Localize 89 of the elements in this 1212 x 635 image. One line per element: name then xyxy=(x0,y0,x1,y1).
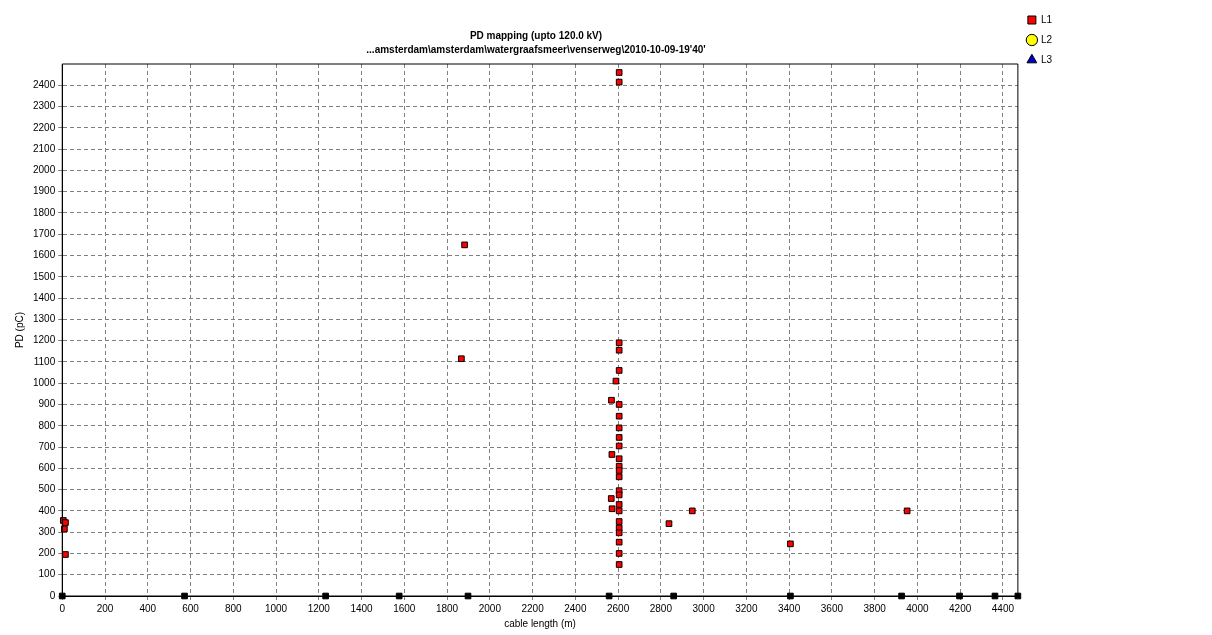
point xyxy=(615,412,623,420)
y-tick-label: 1000 xyxy=(33,376,56,388)
point xyxy=(615,339,623,347)
point xyxy=(615,467,623,474)
y-tick-label: 700 xyxy=(38,440,56,452)
point xyxy=(665,520,673,527)
y-tick-label: 1300 xyxy=(33,313,56,325)
x-tick-label: 3400 xyxy=(778,602,801,614)
point xyxy=(62,551,69,558)
y-tick-label: 0 xyxy=(49,589,56,601)
y-tick-label: 200 xyxy=(38,547,56,559)
point xyxy=(615,346,623,354)
point xyxy=(615,538,623,546)
x-tick-label: 2200 xyxy=(521,602,545,614)
y-tick-label: 100 xyxy=(38,568,56,580)
y-tick-label: 300 xyxy=(38,525,56,537)
x-tick-label: 800 xyxy=(224,602,243,614)
x-tick-label: 200 xyxy=(96,602,114,614)
point xyxy=(615,529,623,537)
x-tick-label: 1400 xyxy=(350,602,374,614)
y-axis-title: PD (pC) xyxy=(13,311,25,349)
y-tick-label: 2300 xyxy=(33,100,56,112)
x-tick-label: 3800 xyxy=(863,602,887,614)
point xyxy=(615,491,623,499)
x-tick-label: 1000 xyxy=(264,602,288,614)
point xyxy=(688,507,696,515)
point xyxy=(615,424,623,432)
x-tick-label: 2400 xyxy=(564,602,587,614)
y-tick-label: 600 xyxy=(38,462,56,474)
y-tick-label: 1600 xyxy=(33,249,56,261)
x-tick-label: 1800 xyxy=(435,602,459,614)
point xyxy=(458,355,465,363)
x-tick-label: 1600 xyxy=(393,602,416,614)
x-tick-label: 4400 xyxy=(991,602,1015,614)
y-tick-label: 800 xyxy=(38,419,56,431)
y-tick-label: 2100 xyxy=(33,142,56,154)
y-tick-label: 500 xyxy=(38,483,56,495)
x-tick-label: 1200 xyxy=(307,602,331,614)
point xyxy=(787,540,794,548)
x-tick-label: 2800 xyxy=(649,602,673,614)
y-tick-label: 1400 xyxy=(33,291,56,303)
y-tick-label: 1900 xyxy=(33,185,56,197)
x-tick-label: 400 xyxy=(139,602,157,614)
point xyxy=(612,377,620,385)
point xyxy=(608,396,615,404)
y-tick-label: 2000 xyxy=(33,164,56,176)
y-tick-label: 1200 xyxy=(33,334,56,346)
x-tick-label: 4200 xyxy=(949,602,972,614)
x-tick-label: 3600 xyxy=(820,602,844,614)
point xyxy=(615,550,623,557)
point xyxy=(615,69,623,76)
point xyxy=(615,561,623,568)
point xyxy=(608,451,616,458)
point xyxy=(615,501,623,508)
point xyxy=(615,442,623,450)
point xyxy=(615,367,623,374)
point xyxy=(615,518,623,525)
point xyxy=(615,78,623,86)
legend-label: L2 xyxy=(1040,33,1053,45)
x-tick-label: 2000 xyxy=(478,602,502,614)
y-tick-label: 1500 xyxy=(33,270,56,282)
point xyxy=(461,241,468,249)
point xyxy=(615,507,623,515)
chart-title: PD mapping (upto 120.0 kV) xyxy=(469,29,603,41)
x-tick-label: 4000 xyxy=(906,602,929,614)
y-tick-label: 400 xyxy=(38,504,56,516)
x-tick-label: 3000 xyxy=(692,602,716,614)
y-tick-label: 2200 xyxy=(33,121,56,133)
point xyxy=(615,455,623,463)
x-tick-label: 3200 xyxy=(735,602,758,614)
x-tick-label: 2600 xyxy=(606,602,630,614)
y-tick-label: 2400 xyxy=(33,79,56,91)
point xyxy=(615,401,623,408)
point xyxy=(607,495,615,502)
x-tick-label: 600 xyxy=(182,602,200,614)
chart-subtitle: ...amsterdam\amsterdam\watergraafsmeer\venserweg\2010-10-09-19'40' xyxy=(366,43,706,55)
y-tick-label: 900 xyxy=(38,398,56,410)
x-axis-title: cable length (m) xyxy=(504,617,576,629)
point xyxy=(615,434,623,441)
legend-label: L3 xyxy=(1040,53,1053,65)
x-tick-label: 0 xyxy=(59,602,66,614)
y-tick-label: 1700 xyxy=(33,227,56,239)
point xyxy=(608,505,616,513)
y-tick-label: 1100 xyxy=(33,355,56,367)
point xyxy=(61,525,68,533)
y-tick-label: 1800 xyxy=(33,206,56,218)
point xyxy=(903,507,911,515)
legend-label: L1 xyxy=(1040,13,1053,25)
point xyxy=(615,473,623,481)
